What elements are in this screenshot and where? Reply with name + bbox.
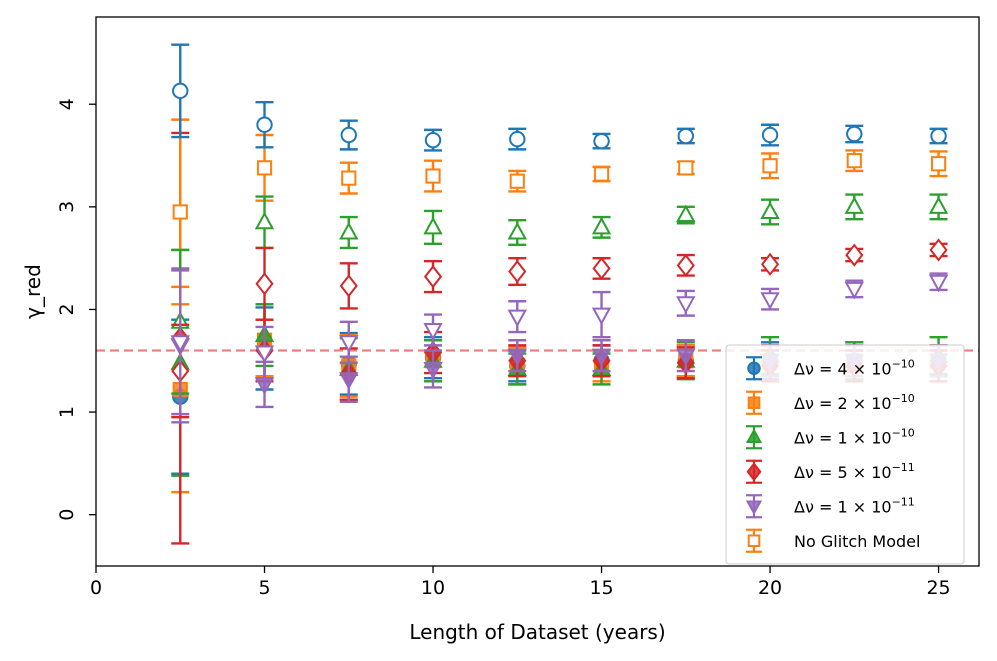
data-point [507,221,527,240]
y-tick-label: 0 [56,509,78,521]
data-point [423,361,443,380]
data-point [340,126,357,144]
legend-marker [747,396,761,410]
chart-axes: 0 5 10 15 20 25 0 1 2 3 4 [56,16,980,599]
legend: Δν = 4 × 10−10 Δν = 2 × 10−10 Δν = 1 × 10−… [725,344,965,565]
data-point [509,173,525,189]
data-point [762,158,778,174]
x-axis-label: Length of Dataset (years) [409,620,665,644]
data-point [339,221,359,240]
legend-marker [745,428,763,444]
legend-marker [747,534,761,548]
data-point [172,82,189,100]
data-point [930,127,947,145]
y-tick-label: 2 [56,303,78,315]
y-tick-label: 4 [56,98,78,110]
legend-box [725,344,965,565]
data-point [507,309,527,328]
data-point [676,348,696,367]
data-point [339,335,359,353]
legend-entry: Δν = 5 × 10−11 [746,459,915,484]
y-axis-label: γ_red [21,264,45,319]
data-point [760,201,780,219]
data-point [593,132,610,150]
data-point [172,204,188,220]
data-point [676,204,696,223]
data-point [591,348,612,367]
data-point [845,243,864,267]
data-point [930,156,947,172]
data-point [844,281,864,300]
data-point [761,126,779,144]
data-point [760,292,780,310]
plot-frame [95,16,980,567]
data-point [254,345,275,364]
x-tick-label: 0 [90,577,102,599]
legend-label: Δν = 1 × 10−10 [794,426,915,447]
legend-label: Δν = 2 × 10−10 [794,392,915,413]
data-point [339,274,358,298]
legend-label: No Glitch Model [794,532,920,551]
data-point [424,131,442,149]
x-tick-label: 20 [758,577,782,599]
data-point [676,296,696,314]
chart-marks [96,43,979,545]
x-tick-label: 10 [421,577,445,599]
legend-marker [745,500,763,516]
y-tick-label: 3 [56,201,78,213]
data-point [760,252,780,276]
data-point [254,211,275,230]
data-point [928,274,949,293]
legend-entry: Δν = 1 × 10−10 [745,425,915,450]
legend-entry: Δν = 4 × 10−10 [746,356,915,381]
data-point [676,253,695,277]
legend-entry: Δν = 2 × 10−10 [746,390,915,415]
data-point [846,153,862,169]
data-point [929,238,948,262]
x-tick-label: 25 [926,577,950,599]
series-9 [170,269,949,416]
data-point [256,160,273,176]
legend-marker [746,462,762,482]
data-point [339,372,359,390]
data-point [425,168,441,184]
data-point [423,322,443,341]
data-point [846,125,863,143]
data-point [423,264,443,289]
data-point [509,130,526,148]
data-point [591,216,612,235]
legend-entry: Δν = 1 × 10−11 [745,494,915,519]
data-point [423,216,443,235]
legend-label: Δν = 1 × 10−11 [794,495,915,516]
y-tick-label: 1 [56,406,78,418]
data-point [593,166,610,182]
legend-entry: No Glitch Model [746,528,920,553]
data-point [508,259,527,284]
legend-marker [747,361,761,376]
x-tick-label: 15 [589,577,613,599]
data-point [507,348,527,367]
data-point [170,335,190,353]
x-tick-label: 5 [258,577,270,599]
data-point [928,196,949,214]
series-6 [171,43,948,152]
data-point [341,170,357,186]
data-point [844,196,864,214]
data-point [677,127,694,145]
legend-label: Δν = 4 × 10−10 [794,357,915,378]
data-point [256,116,273,133]
legend-label: Δν = 5 × 10−11 [794,461,915,482]
data-point [592,256,611,281]
data-point [678,160,694,176]
data-point [255,272,274,296]
data-point [591,307,612,326]
